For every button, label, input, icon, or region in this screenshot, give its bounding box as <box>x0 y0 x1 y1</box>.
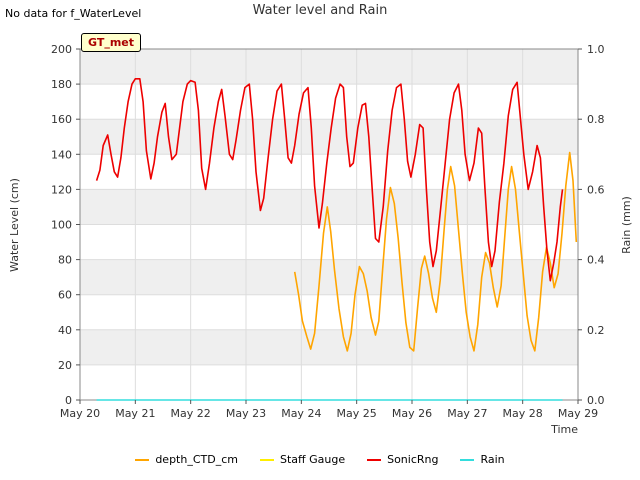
x-tick-label: May 23 <box>226 407 266 420</box>
y-axis-right-label: Rain (mm) <box>620 196 633 254</box>
y-left-tick-label: 0 <box>65 394 72 407</box>
y-left-tick-label: 100 <box>51 219 72 232</box>
no-data-note: No data for f_WaterLevel <box>5 7 142 20</box>
x-tick-label: May 25 <box>337 407 377 420</box>
y-right-tick-label: 0.2 <box>587 324 605 337</box>
chart-title: Water level and Rain <box>252 3 388 18</box>
y-left-tick-label: 20 <box>58 359 72 372</box>
y-left-tick-label: 40 <box>58 324 72 337</box>
x-tick-label: May 26 <box>392 407 432 420</box>
y-right-tick-label: 0.8 <box>587 113 605 126</box>
legend-label: Staff Gauge <box>279 453 346 466</box>
chart-background-bands <box>80 49 578 365</box>
x-axis-ticks: May 20 May 21 May 22 May 23 May 24 May 25 May … <box>60 400 598 420</box>
x-axis-label: Time <box>550 423 578 436</box>
legend-item: Rain <box>460 453 505 466</box>
background-band <box>80 49 578 85</box>
y-right-tick-label: 0.0 <box>587 394 605 407</box>
legend-swatch <box>367 458 382 461</box>
y-right-tick-label: 0.6 <box>587 183 605 196</box>
y-axis-left-label: Water Level (cm) <box>8 178 21 272</box>
y-axis-right-ticks: 0.0 0.2 0.4 0.6 0.8 1.0 <box>578 43 605 407</box>
background-band <box>80 329 578 365</box>
legend-label: SonicRng <box>387 453 439 466</box>
legend-label: depth_CTD_cm <box>155 453 238 466</box>
y-left-tick-label: 120 <box>51 183 72 196</box>
y-left-tick-label: 180 <box>51 78 72 91</box>
x-tick-label: May 29 <box>558 407 598 420</box>
legend-item: depth_CTD_cm <box>135 453 238 466</box>
y-left-tick-label: 200 <box>51 43 72 56</box>
x-tick-label: May 28 <box>503 407 543 420</box>
chart-series <box>95 78 578 401</box>
x-tick-label: May 20 <box>60 407 100 420</box>
x-tick-label: May 21 <box>115 407 155 420</box>
series-line-sonicrng <box>95 78 564 282</box>
y-left-tick-label: 140 <box>51 148 72 161</box>
y-left-tick-label: 160 <box>51 113 72 126</box>
y-right-tick-label: 1.0 <box>587 43 605 56</box>
legend-swatch <box>460 458 475 461</box>
background-band <box>80 259 578 295</box>
y-right-tick-label: 0.4 <box>587 254 605 267</box>
legend-item: Staff Gauge <box>259 453 346 466</box>
legend-swatch <box>259 458 274 461</box>
x-tick-label: May 27 <box>447 407 487 420</box>
chart-gridlines <box>79 48 579 401</box>
y-axis-left-ticks: 0 20 40 60 80 100 120 140 160 180 200 <box>51 43 80 407</box>
y-left-tick-label: 60 <box>58 289 72 302</box>
x-tick-label: May 24 <box>281 407 321 420</box>
chart-legend: depth_CTD_cm Staff Gauge SonicRng Rain <box>0 453 640 466</box>
station-badge: GT_met <box>81 33 142 52</box>
legend-label: Rain <box>480 453 505 466</box>
y-left-tick-label: 80 <box>58 254 72 267</box>
x-tick-label: May 22 <box>171 407 211 420</box>
legend-item: SonicRng <box>367 453 438 466</box>
series-line-depth-ctd-cm <box>293 151 578 352</box>
legend-swatch <box>135 458 150 461</box>
